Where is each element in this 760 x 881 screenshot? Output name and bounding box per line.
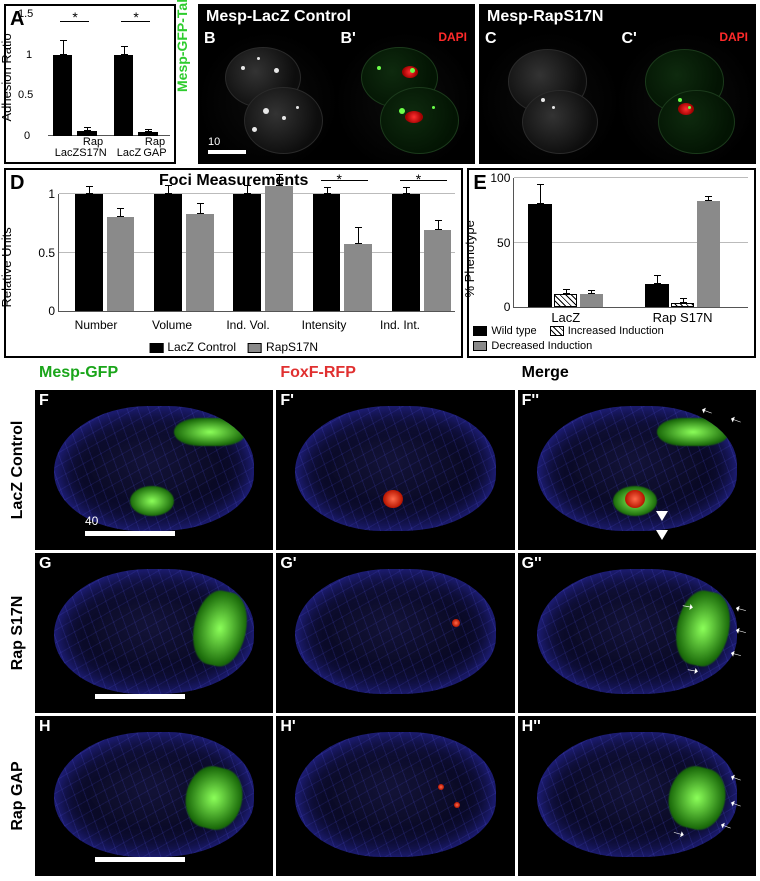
panel-e: E % Phenotype 0 50 100 * LacZ Rap S1 xyxy=(467,168,756,358)
row-2: D Foci Measurements Relative Units 0 0.5… xyxy=(4,168,756,358)
panel-d-label: D xyxy=(10,172,24,195)
panel-f-id: F xyxy=(39,392,49,410)
panel-fdprime-id: F'' xyxy=(522,392,539,410)
panel-d-chart: 0 0.5 1 * xyxy=(58,194,455,312)
col-mesp-gfp: Mesp-GFP xyxy=(35,364,273,386)
panel-h-prime: H' xyxy=(276,716,514,876)
arrowhead-icon xyxy=(656,530,668,540)
panel-d-legend: LacZ Control RapS17N xyxy=(149,340,318,354)
panel-g-id: G xyxy=(39,555,51,573)
panel-hprime-id: H' xyxy=(280,718,295,736)
arrow-icon: ➝ xyxy=(733,600,749,619)
panel-g-prime: G' xyxy=(276,553,514,713)
panel-b-sublabel: B xyxy=(204,30,216,48)
xtick-rapgap: RapGAP xyxy=(138,137,172,160)
panel-gprime-id: G' xyxy=(280,555,296,573)
panel-f-prime: F' xyxy=(276,390,514,550)
arrow-icon: ➝ xyxy=(728,645,744,664)
panel-f: F 40 xyxy=(35,390,273,550)
arrowhead-icon xyxy=(656,511,668,521)
panel-a-ylabel: Adhesion Ratio xyxy=(0,33,14,121)
row-h-label: Rap GAP xyxy=(9,761,27,830)
panel-c-sublabel: C xyxy=(485,30,497,48)
scalebar-g xyxy=(95,694,185,699)
scalebar-40-text: 40 xyxy=(85,514,98,528)
panel-a-chart: 0 0.5 1 1.5 * * xyxy=(48,14,170,136)
panel-a: A Adhesion Ratio 0 0.5 1 1.5 * * LacZ xyxy=(4,4,176,164)
panel-bprime-sublabel: B' xyxy=(341,30,356,48)
dapi-label: DAPI xyxy=(438,30,467,44)
panel-b-header: Mesp-LacZ Control xyxy=(206,8,351,26)
xtick-indint: Ind. Int. xyxy=(380,318,420,332)
panel-h-id: H xyxy=(39,718,51,736)
panel-e-ylabel: % Phenotype xyxy=(462,220,477,297)
panel-h-dprime: H'' ➝ ➝ ➝ ➝ xyxy=(518,716,756,876)
panel-c: C xyxy=(481,28,618,162)
panel-e-legend: Wild type Increased Induction Decreased … xyxy=(473,324,750,354)
scalebar-h xyxy=(95,857,185,862)
panel-e-chart: 0 50 100 * LacZ Rap S17N xyxy=(513,178,748,308)
col-foxf-rfp: FoxF-RFP xyxy=(276,364,514,386)
panel-h: H xyxy=(35,716,273,876)
legend-increased: Increased Induction xyxy=(568,325,664,337)
scalebar-10-text: 10 xyxy=(208,136,220,148)
xtick-indvol: Ind. Vol. xyxy=(226,318,269,332)
legend-decreased: Decreased Induction xyxy=(491,340,592,352)
panel-c-header: Mesp-RapS17N xyxy=(487,8,603,26)
panel-c-block: Mesp-RapS17N C C' DAPI xyxy=(479,4,756,164)
panel-g: G xyxy=(35,553,273,713)
panel-b: B 10 xyxy=(200,28,337,162)
legend-wt: Wild type xyxy=(491,325,536,337)
row-f-label: LacZ Control xyxy=(9,421,27,520)
panel-gdprime-id: G'' xyxy=(522,555,542,573)
xtick-volume: Volume xyxy=(152,318,192,332)
legend-raps17n: RapS17N xyxy=(266,340,318,354)
mesp-gfp-talin-label: Mesp-GFP-Talin xyxy=(174,0,190,92)
xtick-intensity: Intensity xyxy=(302,318,347,332)
scalebar-10 xyxy=(208,150,246,154)
panel-b-block: Mesp-GFP-Talin Mesp-LacZ Control B 10 B'… xyxy=(198,4,475,164)
panel-d-ylabel: Relative Units xyxy=(0,227,14,307)
panel-d: D Foci Measurements Relative Units 0 0.5… xyxy=(4,168,463,358)
row-1: A Adhesion Ratio 0 0.5 1 1.5 * * LacZ xyxy=(4,4,756,164)
xtick-e-raps17n: Rap S17N xyxy=(653,310,713,325)
panel-fprime-id: F' xyxy=(280,392,294,410)
panel-g-dprime: G'' ➝ ➝ ➝ ➝ ➝ xyxy=(518,553,756,713)
panel-c-prime: C' DAPI xyxy=(618,28,755,162)
scalebar-40 xyxy=(85,531,175,536)
dapi-label-2: DAPI xyxy=(719,30,748,44)
legend-lacz: LacZ Control xyxy=(167,340,236,354)
row-g-label: Rap S17N xyxy=(9,596,27,671)
xtick-number: Number xyxy=(75,318,118,332)
xtick-e-lacz: LacZ xyxy=(551,310,580,325)
confocal-grid: LacZ Control F 40 F' F'' ➝ ➝ Rap S17N G xyxy=(4,390,756,876)
panel-f-dprime: F'' ➝ ➝ xyxy=(518,390,756,550)
panel-b-prime: B' DAPI xyxy=(337,28,474,162)
panel-hdprime-id: H'' xyxy=(522,718,541,736)
col-merge: Merge xyxy=(518,364,756,386)
confocal-headers: Mesp-GFP FoxF-RFP Merge xyxy=(4,364,756,386)
arrow-icon: ➝ xyxy=(733,622,749,641)
panel-cprime-sublabel: C' xyxy=(622,30,637,48)
xtick-raps17n: RapS17N xyxy=(76,137,110,160)
